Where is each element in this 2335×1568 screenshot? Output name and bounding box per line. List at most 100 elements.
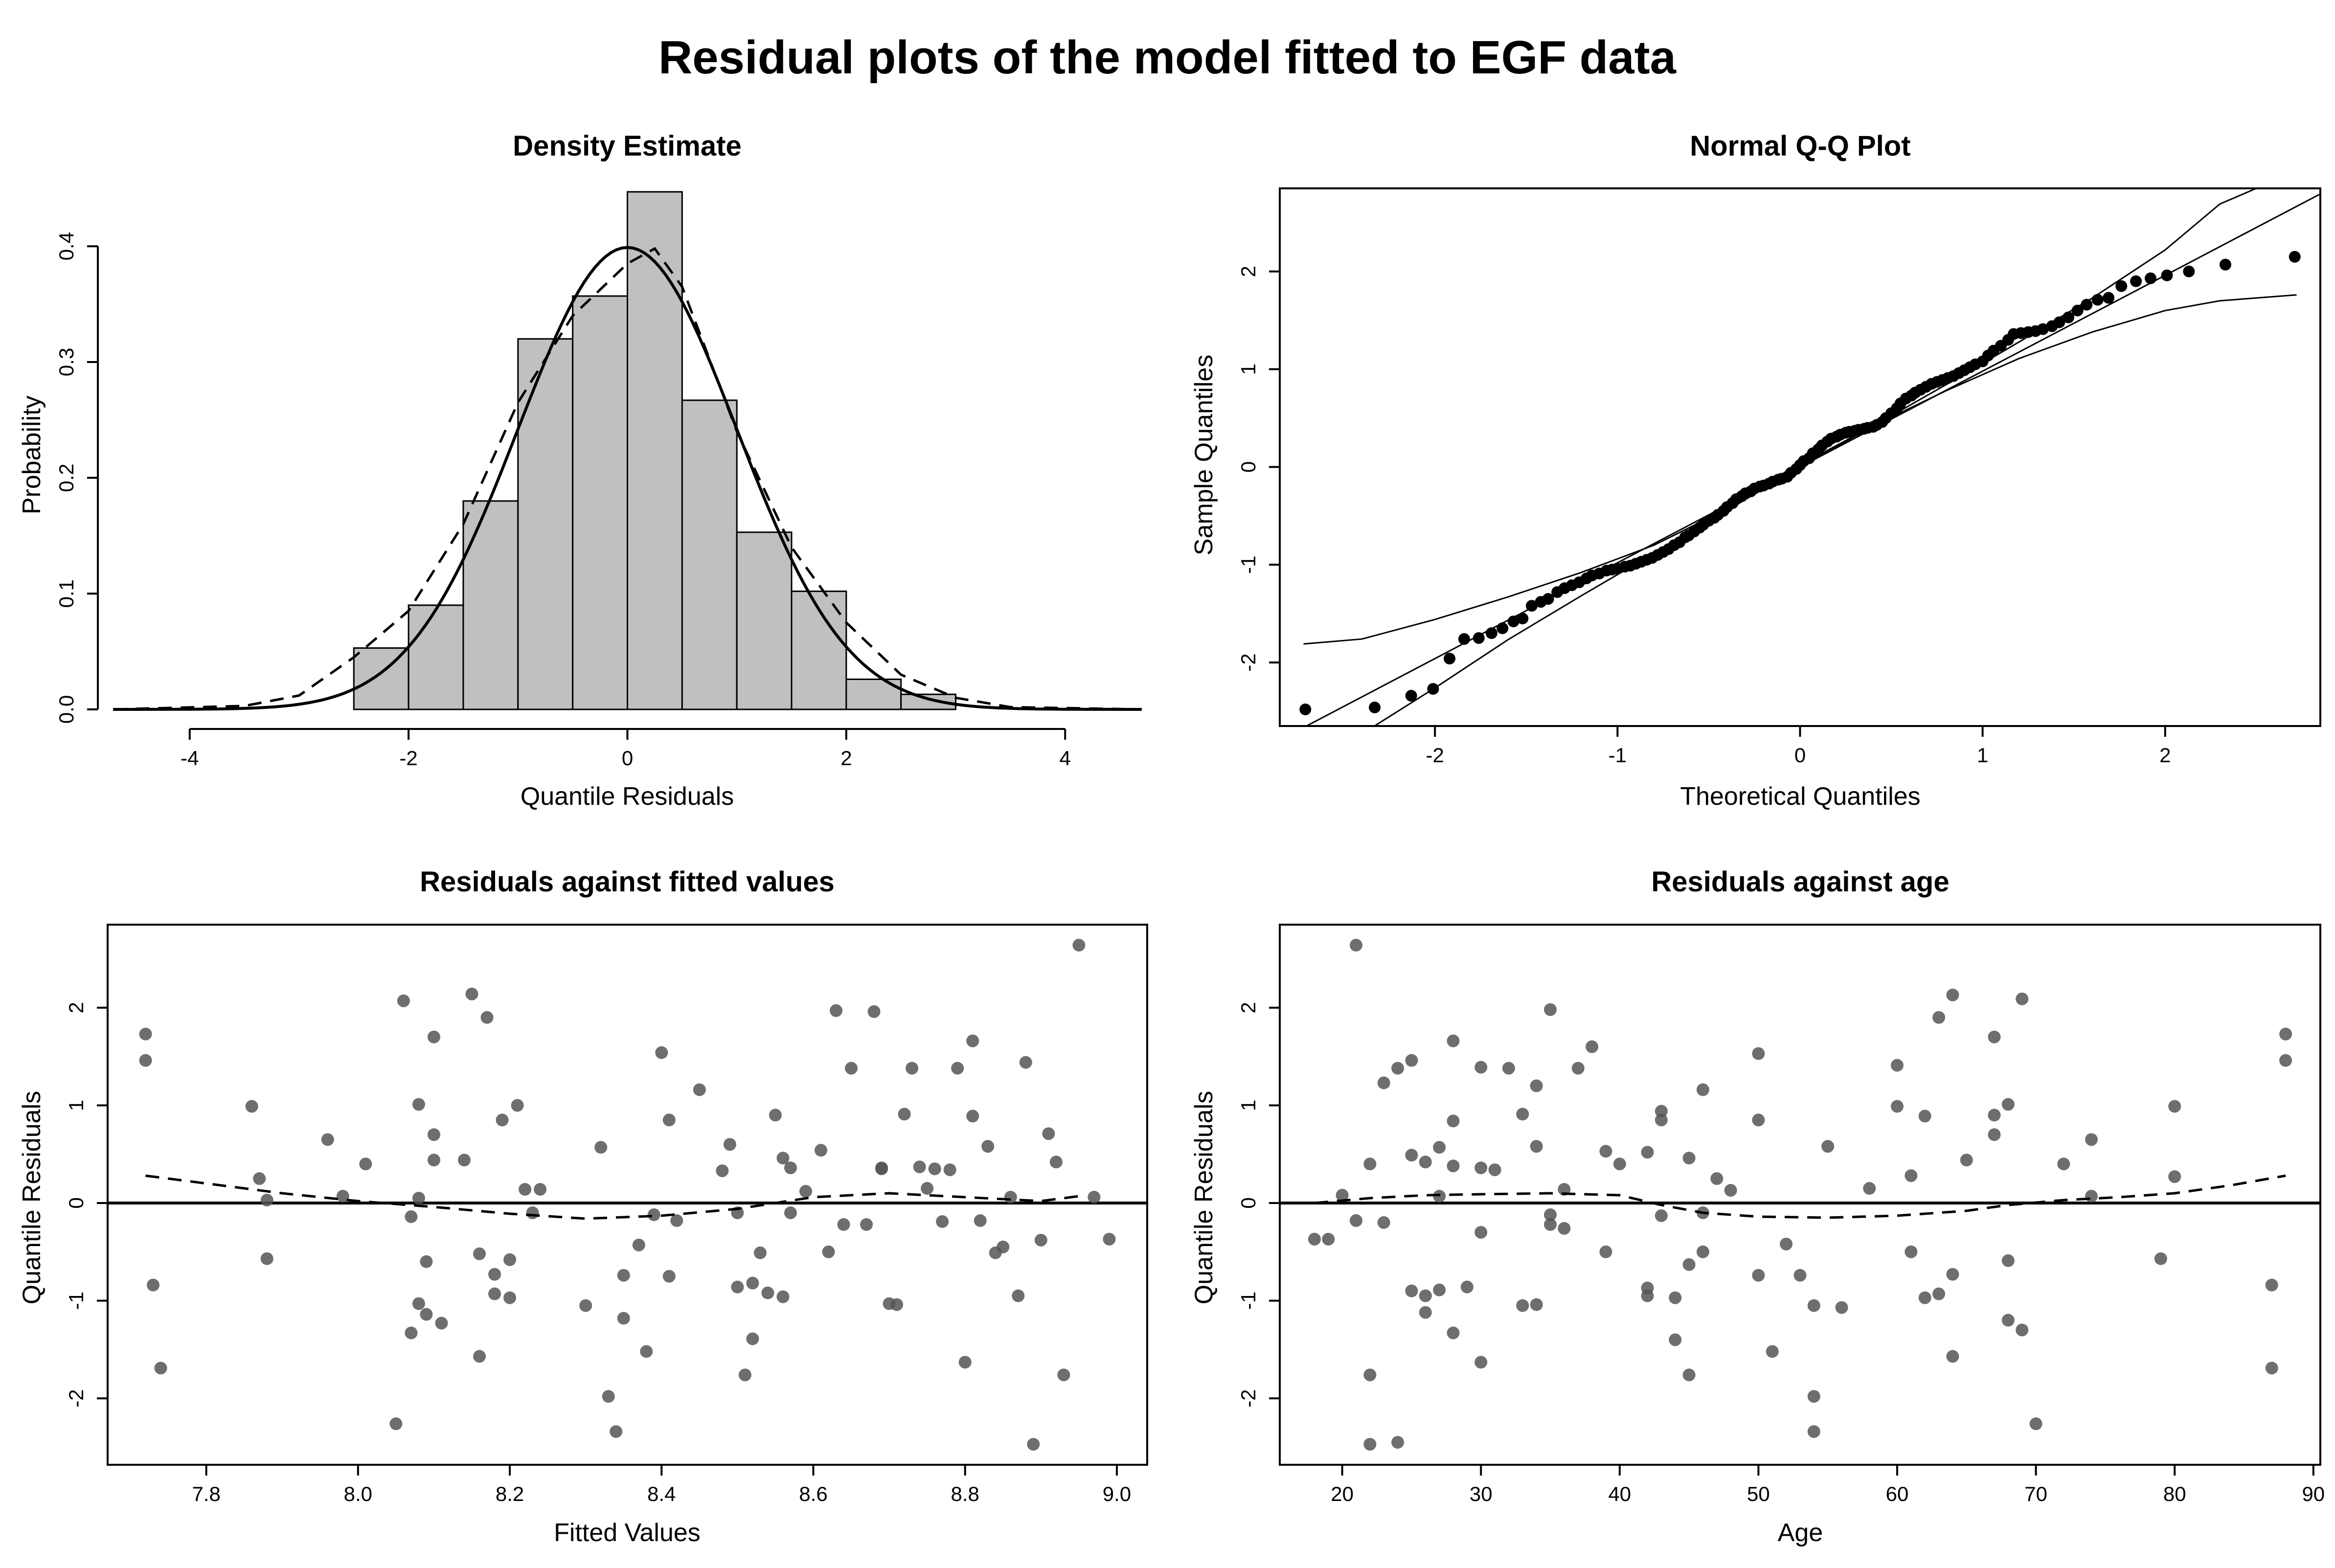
- age-point: [2016, 992, 2029, 1005]
- age-point: [1391, 1062, 1405, 1075]
- age-point: [1710, 1172, 1723, 1185]
- fitted-y-tick-label: -1: [65, 1292, 88, 1310]
- qq-point: [1473, 632, 1485, 644]
- age-point: [1904, 1169, 1918, 1182]
- qq-point: [1542, 593, 1554, 605]
- fitted-point: [784, 1161, 797, 1175]
- fitted-point: [921, 1182, 934, 1195]
- age-point: [2029, 1417, 2042, 1431]
- density-ylabel: Probability: [18, 396, 46, 515]
- age-point: [1946, 1268, 1959, 1281]
- fitted-point: [435, 1317, 448, 1330]
- qq-point: [1485, 627, 1497, 639]
- fitted-point: [503, 1291, 517, 1304]
- fitted-point: [974, 1214, 987, 1227]
- fitted-point: [1019, 1056, 1032, 1069]
- fitted-point: [723, 1138, 736, 1151]
- age-smooth-curve: [1314, 1174, 2286, 1219]
- age-point: [1391, 1436, 1405, 1449]
- qq-reference-line: [1305, 193, 2320, 726]
- age-point: [1474, 1161, 1488, 1175]
- qq-point: [2081, 298, 2093, 311]
- fitted-point: [147, 1278, 160, 1292]
- density-xlabel: Quantile Residuals: [521, 782, 734, 811]
- age-x-tick-label: 90: [2302, 1482, 2325, 1505]
- age-point: [2085, 1189, 2098, 1203]
- fitted-point: [359, 1158, 372, 1171]
- age-point: [1530, 1140, 1543, 1153]
- age-point: [1447, 1034, 1460, 1047]
- fitted-point: [427, 1154, 440, 1167]
- fitted-point: [815, 1144, 828, 1157]
- age-point: [1405, 1149, 1418, 1162]
- fitted-point: [647, 1208, 660, 1221]
- fitted-point: [662, 1270, 676, 1283]
- qq-y-tick-label: 1: [1237, 364, 1260, 375]
- qq-xlabel: Theoretical Quantiles: [1680, 782, 1920, 811]
- age-point: [2168, 1170, 2181, 1183]
- age-x-tick-label: 80: [2163, 1482, 2186, 1505]
- fitted-x-tick-label: 9.0: [1103, 1482, 1131, 1505]
- qq-x-tick-label: 1: [1977, 744, 1988, 767]
- qq-x-tick-label: -2: [1426, 744, 1444, 767]
- age-point: [1891, 1059, 1904, 1072]
- density-title: Density Estimate: [513, 130, 741, 162]
- age-point: [1891, 1100, 1904, 1113]
- qq-point: [1369, 702, 1381, 714]
- fitted-point: [746, 1332, 759, 1345]
- fitted-point: [503, 1253, 517, 1266]
- qq-point: [2037, 323, 2049, 335]
- age-point: [1336, 1188, 1349, 1202]
- fitted-point: [662, 1114, 676, 1127]
- qq-point: [1517, 613, 1529, 625]
- fitted-y-tick-label: 1: [65, 1100, 88, 1111]
- fitted-point: [534, 1183, 547, 1196]
- age-point: [1807, 1299, 1820, 1312]
- fitted-point: [958, 1356, 972, 1369]
- qq-x-tick-label: -1: [1609, 744, 1627, 767]
- fitted-point: [943, 1163, 956, 1177]
- density-x-tick-label: -2: [399, 747, 417, 770]
- fitted-point: [412, 1191, 425, 1204]
- qq-title: Normal Q-Q Plot: [1690, 130, 1910, 162]
- fitted-point: [336, 1189, 349, 1203]
- fitted-point: [496, 1114, 509, 1127]
- age-point: [1530, 1298, 1543, 1311]
- fitted-point: [981, 1140, 995, 1153]
- age-point: [1766, 1345, 1779, 1358]
- fitted-x-tick-label: 7.8: [192, 1482, 220, 1505]
- qq-y-tick-label: -2: [1237, 653, 1260, 671]
- fitted-point: [875, 1161, 888, 1175]
- density-y-tick-label: 0.1: [55, 579, 78, 608]
- age-point: [1682, 1152, 1696, 1165]
- fitted-point: [769, 1109, 782, 1122]
- fitted-point: [427, 1030, 440, 1044]
- fitted-point: [526, 1206, 539, 1219]
- age-point: [2001, 1314, 2015, 1327]
- qq-point: [1496, 622, 1509, 635]
- fitted-point: [746, 1276, 759, 1290]
- age-point: [1377, 1216, 1390, 1229]
- fitted-point: [1027, 1438, 1040, 1451]
- age-point: [2085, 1133, 2098, 1146]
- fitted-point: [867, 1005, 881, 1018]
- age-point: [2265, 1362, 2278, 1375]
- fitted-point: [761, 1286, 774, 1299]
- qq-ylabel: Sample Quantiles: [1190, 355, 1218, 555]
- age-point: [1405, 1284, 1418, 1297]
- qq-point: [2161, 269, 2173, 281]
- age-plot-area: [1280, 938, 2320, 1451]
- qq-point: [1525, 600, 1538, 612]
- fitted-x-tick-label: 8.2: [496, 1482, 524, 1505]
- qq-plot-area: [1299, 188, 2320, 726]
- qq-x-tick-label: 0: [1794, 744, 1806, 767]
- fitted-point: [602, 1390, 615, 1403]
- age-point: [1599, 1245, 1612, 1258]
- age-point: [1558, 1222, 1571, 1235]
- fitted-point: [632, 1238, 645, 1251]
- qq-point: [2053, 316, 2065, 328]
- age-point: [1447, 1114, 1460, 1128]
- fitted-point: [519, 1183, 532, 1196]
- density-x-tick-label: -4: [181, 747, 199, 770]
- fitted-point: [473, 1247, 486, 1260]
